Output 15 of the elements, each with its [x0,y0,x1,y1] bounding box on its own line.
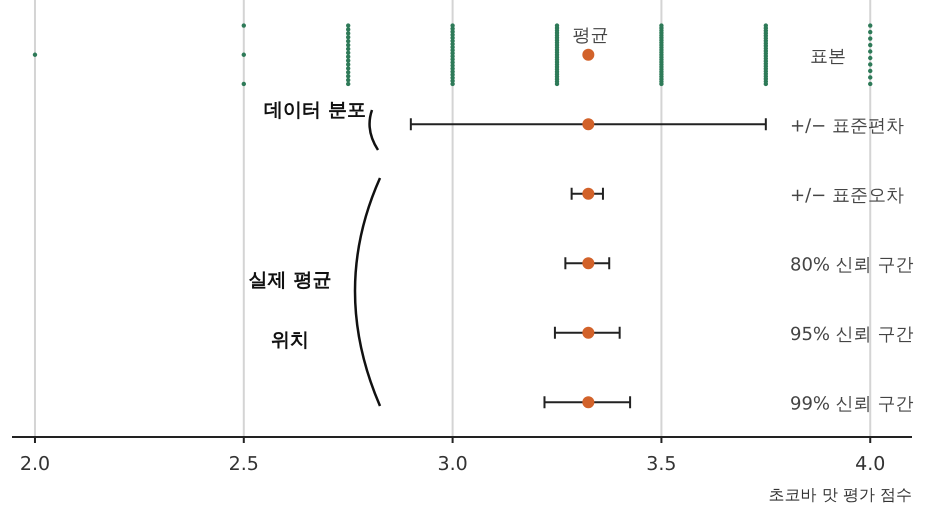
series-label: 평균 [572,24,608,46]
text: 실제 평균 위치 [248,269,332,351]
y-tick-label: 표본 [810,46,846,67]
annotation: 데이터 분포 [263,98,367,123]
x-tick-label: 3.0 [437,453,468,475]
x-tick-label: 3.5 [646,453,677,475]
y-tick-label: +/− 표준편차 [790,115,904,136]
y-tick-label: +/− 표준오차 [790,184,904,206]
x-tick-label: 2.5 [228,453,259,475]
y-tick-label: 99% 신뢰 구간 [790,393,914,414]
x-tick-label: 2.0 [20,453,50,475]
x-tick-label: 4.0 [855,453,886,475]
y-tick-label: 95% 신뢰 구간 [790,324,914,345]
x-axis-title: 초코바 맛 평가 점수 [768,485,912,504]
y-tick-label: 80% 신뢰 구간 [790,254,914,276]
